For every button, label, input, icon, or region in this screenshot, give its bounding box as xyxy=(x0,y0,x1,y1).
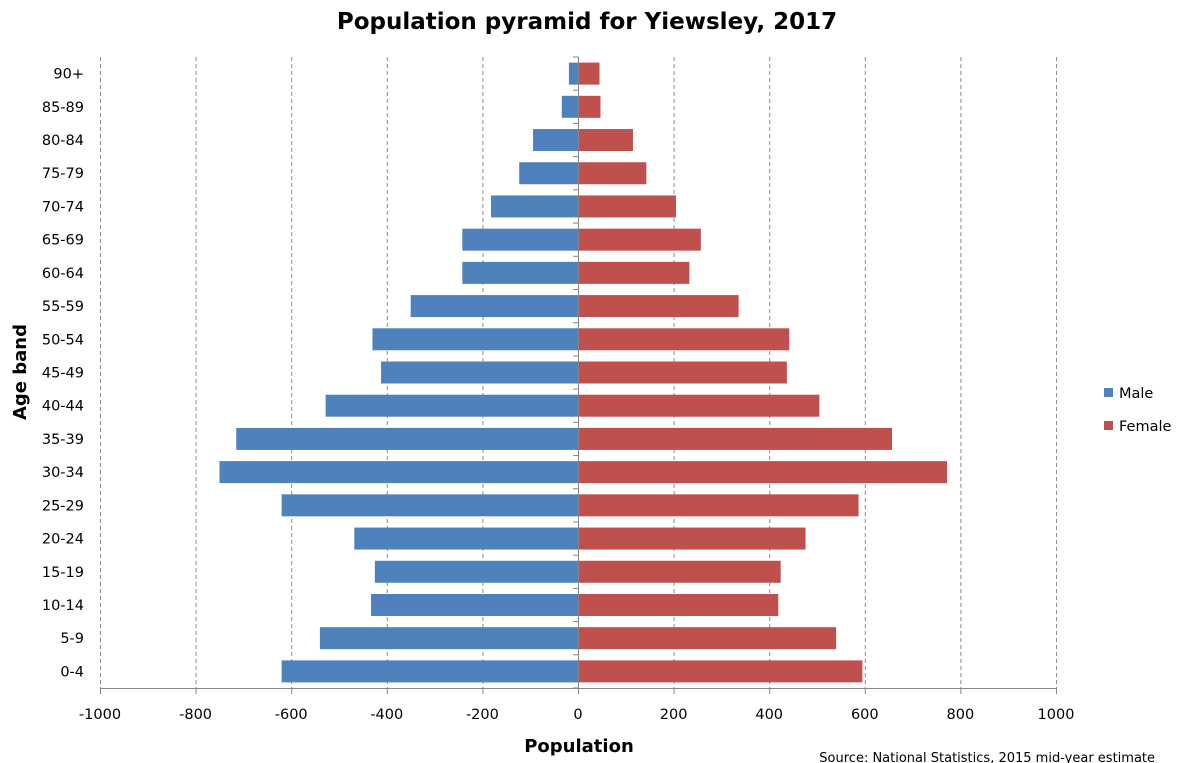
male-bar-85-89 xyxy=(561,95,578,118)
female-bar-35-39 xyxy=(578,427,893,450)
male-bar-0-4 xyxy=(281,660,578,683)
y-tick-label: 20-24 xyxy=(42,532,84,548)
female-bar-85-89 xyxy=(578,95,601,118)
legend: Male Female xyxy=(1104,386,1172,435)
y-tick-label: 40-44 xyxy=(42,399,84,415)
female-bar-65-69 xyxy=(578,228,701,251)
axes xyxy=(100,56,1057,694)
female-bar-70-74 xyxy=(578,195,676,218)
x-tick-label: 600 xyxy=(851,707,879,723)
female-bar-15-19 xyxy=(578,560,781,583)
y-tick-label: 85-89 xyxy=(42,100,84,116)
y-tick-label: 15-19 xyxy=(42,565,84,581)
male-bar-60-64 xyxy=(462,261,578,284)
x-tick-label: 400 xyxy=(755,707,783,723)
bars xyxy=(219,62,948,683)
y-tick-labels: 0-4 5-9 10-14 15-19 20-24 25-29 30-34 35-39 40-4… xyxy=(42,67,84,681)
y-tick-label: 45-49 xyxy=(42,366,84,382)
y-tick-label: 0-4 xyxy=(60,664,84,680)
x-tick-label: 0 xyxy=(573,707,582,723)
female-bar-25-29 xyxy=(578,494,859,517)
female-bar-5-9 xyxy=(578,627,837,650)
y-tick-label: 80-84 xyxy=(42,133,84,149)
male-bar-15-19 xyxy=(374,560,578,583)
female-bar-90plus xyxy=(578,62,600,85)
y-tick-label: 5-9 xyxy=(60,631,84,647)
female-bar-0-4 xyxy=(578,660,863,683)
x-tick-label: 200 xyxy=(660,707,688,723)
female-bar-80-84 xyxy=(578,129,633,152)
legend-swatch-female xyxy=(1104,421,1113,430)
female-bar-30-34 xyxy=(578,461,948,484)
male-bar-90plus xyxy=(568,62,578,85)
y-tick-label: 35-39 xyxy=(42,432,84,448)
x-tick-labels: -1000 -800 -600 -400 -200 0 200 400 600 800 1000 xyxy=(79,707,1075,723)
source-note: Source: National Statistics, 2015 mid-ye… xyxy=(819,751,1155,763)
legend-label-male: Male xyxy=(1119,386,1153,402)
male-bar-80-84 xyxy=(533,129,578,152)
female-bar-45-49 xyxy=(578,361,787,384)
male-bar-20-24 xyxy=(354,527,578,550)
y-tick-label: 75-79 xyxy=(42,166,84,182)
y-tick-label: 10-14 xyxy=(42,598,84,614)
x-tick-label: 1000 xyxy=(1038,707,1075,723)
y-tick-label: 30-34 xyxy=(42,465,84,481)
male-bar-45-49 xyxy=(381,361,578,384)
y-tick-label: 55-59 xyxy=(42,299,84,315)
y-tick-label: 70-74 xyxy=(42,199,84,215)
female-bar-50-54 xyxy=(578,328,790,351)
male-bar-10-14 xyxy=(371,593,578,616)
female-bar-55-59 xyxy=(578,295,739,318)
legend-label-female: Female xyxy=(1119,419,1172,435)
y-tick-label: 25-29 xyxy=(42,498,84,514)
male-bar-70-74 xyxy=(491,195,578,218)
male-bar-65-69 xyxy=(462,228,578,251)
x-axis-title: Population xyxy=(524,736,634,757)
male-bar-40-44 xyxy=(325,394,578,417)
male-bar-30-34 xyxy=(219,461,578,484)
x-tick-label: -1000 xyxy=(79,707,121,723)
male-bar-75-79 xyxy=(519,162,578,185)
male-bar-35-39 xyxy=(236,427,579,450)
female-bar-60-64 xyxy=(578,261,690,284)
female-bar-40-44 xyxy=(578,394,820,417)
x-tick-label: 800 xyxy=(947,707,975,723)
female-bar-10-14 xyxy=(578,593,779,616)
female-bar-75-79 xyxy=(578,162,647,185)
x-tick-label: -200 xyxy=(466,707,499,723)
x-tick-label: -600 xyxy=(275,707,308,723)
female-bar-20-24 xyxy=(578,527,806,550)
chart-title: Population pyramid for Yiewsley, 2017 xyxy=(337,9,837,35)
male-bar-55-59 xyxy=(410,295,578,318)
y-tick-label: 90+ xyxy=(53,67,84,83)
male-bar-50-54 xyxy=(372,328,578,351)
y-tick-label: 50-54 xyxy=(42,332,84,348)
male-bar-5-9 xyxy=(319,627,578,650)
y-tick-label: 60-64 xyxy=(42,266,84,282)
y-axis-title: Age band xyxy=(10,324,31,420)
legend-swatch-male xyxy=(1104,388,1113,397)
male-bar-25-29 xyxy=(281,494,578,517)
x-tick-label: -400 xyxy=(370,707,403,723)
x-tick-label: -800 xyxy=(179,707,212,723)
y-tick-label: 65-69 xyxy=(42,233,84,249)
